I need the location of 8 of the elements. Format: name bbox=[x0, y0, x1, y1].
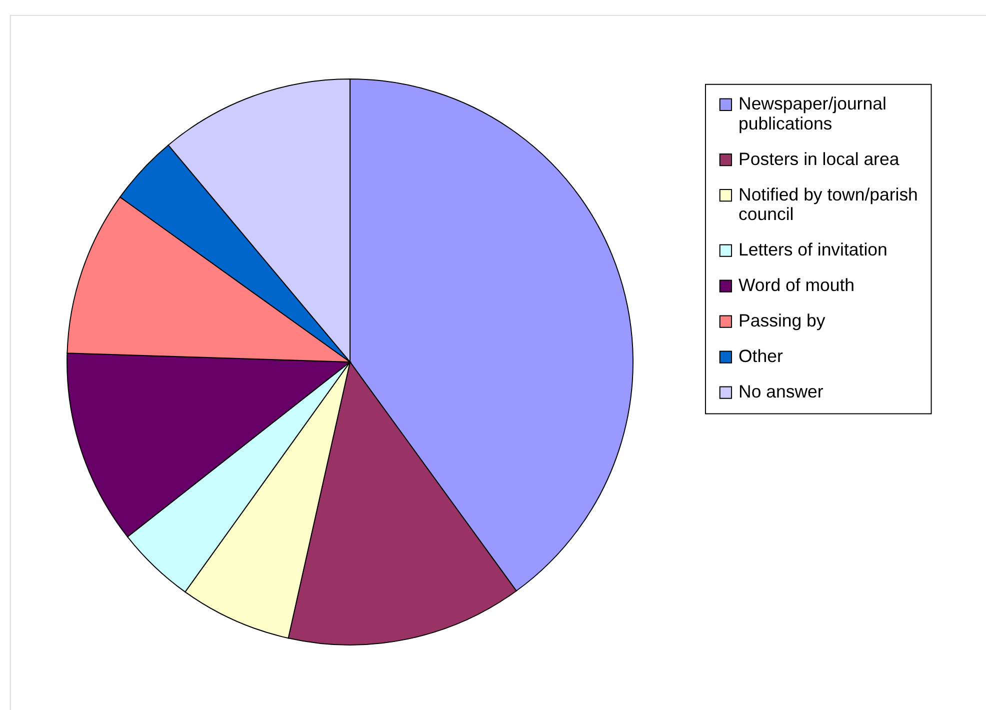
legend-label: Letters of invitation bbox=[738, 239, 888, 260]
legend-label: Newspaper/journal publications bbox=[738, 94, 886, 134]
legend-label: Other bbox=[738, 346, 783, 366]
legend-label: Posters in local area bbox=[738, 148, 900, 169]
legend-label: Word of mouth bbox=[738, 274, 854, 295]
legend-label: Passing by bbox=[738, 310, 826, 330]
legend-label: No answer bbox=[738, 381, 824, 402]
legend-label: Notified by town/parish council bbox=[738, 184, 918, 224]
